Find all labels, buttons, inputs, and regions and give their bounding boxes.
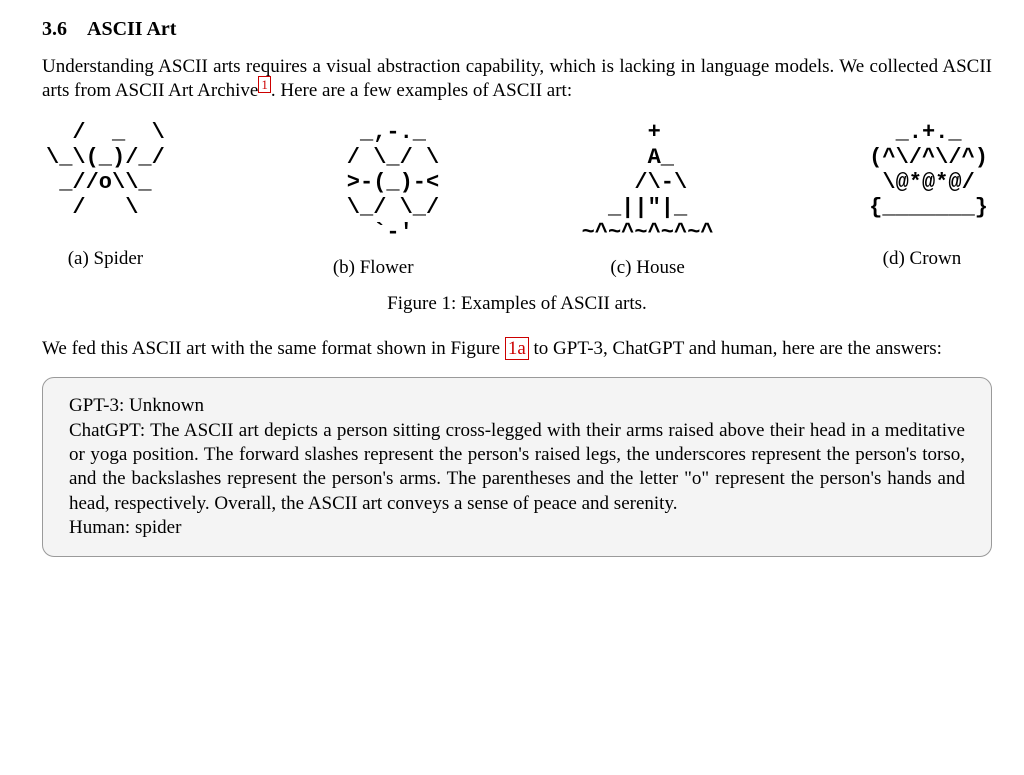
answers-box: GPT-3: Unknown ChatGPT: The ASCII art de… (42, 377, 992, 557)
ascii-flower: _,-._ / \_/ \ >-(_)-< \_/ \_/ `-' (307, 120, 439, 245)
answer-chatgpt: ChatGPT: The ASCII art depicts a person … (69, 419, 965, 516)
section-title: ASCII Art (87, 18, 176, 40)
answer-chatgpt-label: ChatGPT: (69, 420, 145, 441)
subcaption-d: (d) Crown (883, 248, 962, 270)
subcaption-c: (c) House (610, 257, 684, 279)
footnote-ref-1[interactable]: 1 (258, 76, 271, 93)
subfigure-d-crown: _.+._ (^\/^\/^) \@*@*@/ {_______} (d) Cr… (856, 120, 988, 270)
intro-paragraph: Understanding ASCII arts requires a visu… (42, 55, 992, 104)
para2-pre: We fed this ASCII art with the same form… (42, 338, 505, 359)
para-fed-ascii: We fed this ASCII art with the same form… (42, 337, 992, 361)
answer-human: Human: spider (69, 516, 965, 540)
figure-row: / _ \ \_\(_)/_/ _//o\\_ / \ (a) Spider _… (42, 120, 992, 279)
subfigure-c-house: + A_ /\-\ _||"|_ ~^~^~^~^~^ (c) House (582, 120, 714, 279)
intro-text-post: . Here are a few examples of ASCII art: (271, 80, 572, 101)
ascii-house: + A_ /\-\ _||"|_ ~^~^~^~^~^ (582, 120, 714, 245)
subfigure-b-flower: _,-._ / \_/ \ >-(_)-< \_/ \_/ `-' (b) Fl… (307, 120, 439, 279)
subfigure-a-spider: / _ \ \_\(_)/_/ _//o\\_ / \ (a) Spider (46, 120, 165, 270)
subcaption-b: (b) Flower (333, 257, 414, 279)
section-heading: 3.6 ASCII Art (42, 18, 992, 41)
para2-post: to GPT-3, ChatGPT and human, here are th… (529, 338, 942, 359)
answer-gpt3-text: Unknown (129, 395, 204, 416)
section-number: 3.6 (42, 18, 67, 41)
answer-gpt3: GPT-3: Unknown (69, 394, 965, 418)
answer-chatgpt-text: The ASCII art depicts a person sitting c… (69, 420, 965, 514)
ascii-spider: / _ \ \_\(_)/_/ _//o\\_ / \ (46, 120, 165, 220)
answer-gpt3-label: GPT-3: (69, 395, 124, 416)
subcaption-a: (a) Spider (68, 248, 143, 270)
figure-ref-1a[interactable]: 1a (505, 337, 529, 360)
ascii-crown: _.+._ (^\/^\/^) \@*@*@/ {_______} (856, 120, 988, 220)
answer-human-label: Human: (69, 517, 130, 538)
figure-caption: Figure 1: Examples of ASCII arts. (42, 293, 992, 315)
answer-human-text: spider (135, 517, 181, 538)
